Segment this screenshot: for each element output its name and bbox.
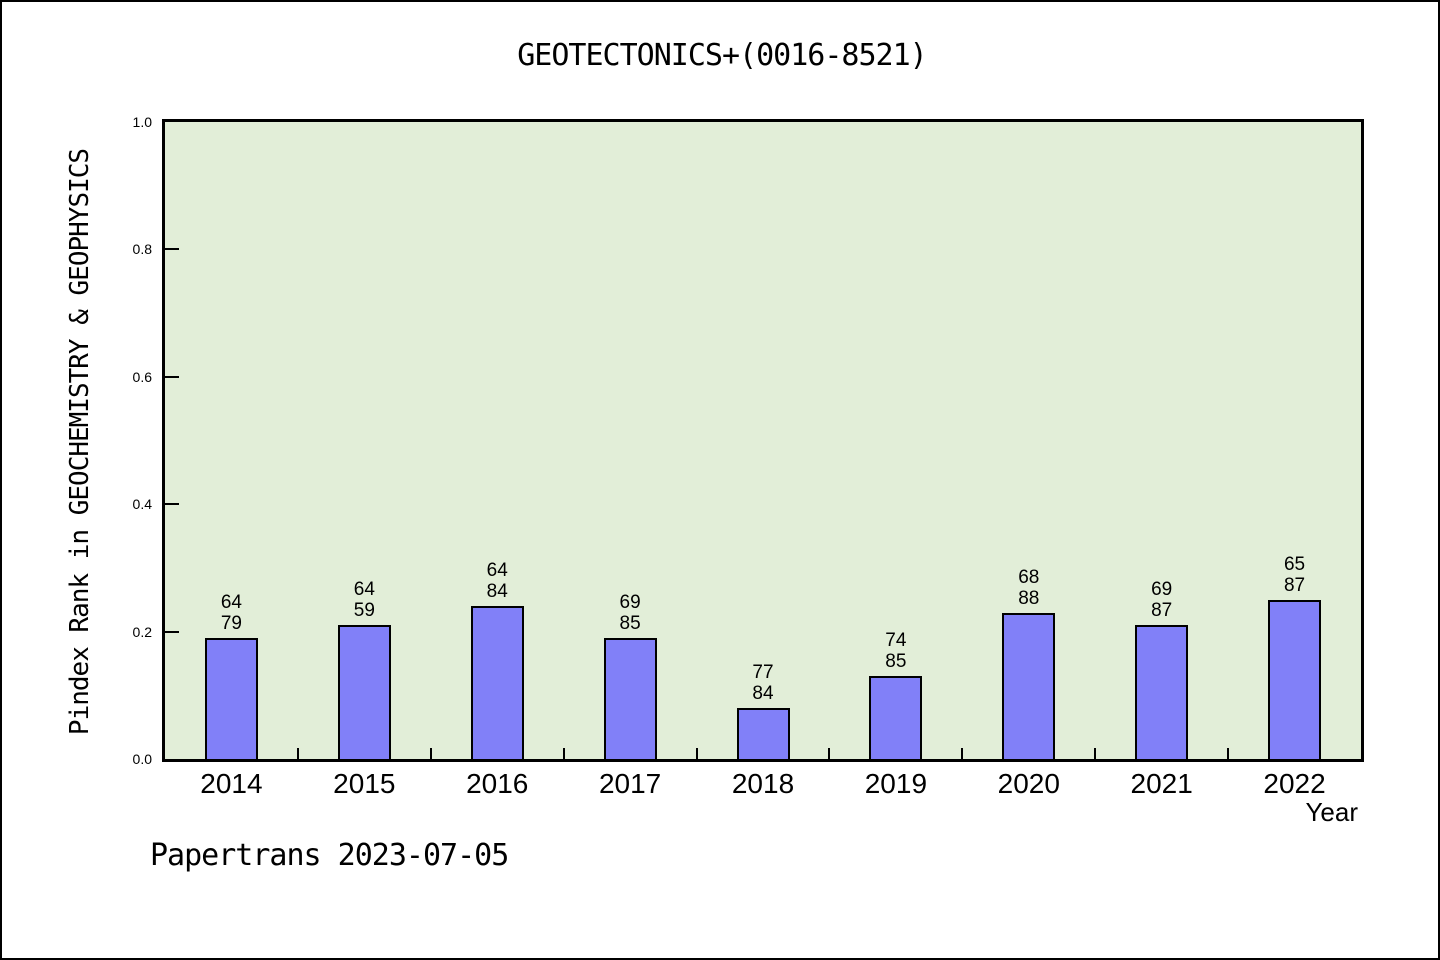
x-category-label-2015: 2015: [333, 768, 396, 799]
bar-value-label-2019: 74 85: [885, 630, 907, 673]
bar-2014: [204, 637, 258, 759]
bar-value-label-2014: 64 79: [220, 591, 243, 634]
bar-value-label-2020: 68 88: [1018, 566, 1040, 609]
x-axis-tick: [296, 748, 299, 759]
y-axis-tick: [165, 503, 179, 506]
y-tick-label: 0.6: [132, 368, 152, 385]
x-category-label-2017: 2017: [598, 768, 662, 799]
bar-2020: [1002, 612, 1056, 759]
bar-value-label-2015: 64 59: [353, 579, 375, 622]
x-category-label-2022: 2022: [1263, 768, 1326, 799]
bar-2019: [869, 676, 923, 759]
bar-value-label-2016: 64 84: [486, 560, 508, 603]
x-axis-tick: [961, 748, 964, 759]
bar-value-label-2017: 69 85: [619, 591, 641, 634]
y-tick-label: 0.0: [132, 751, 152, 767]
x-category-label-2019: 2019: [864, 768, 928, 799]
bar-2021: [1135, 625, 1189, 759]
x-category-label-2020: 2020: [997, 768, 1060, 799]
bar-2022: [1268, 599, 1322, 759]
y-tick-label: 1.0: [132, 114, 152, 130]
x-category-label-2016: 2016: [466, 768, 529, 799]
y-axis-tick: [165, 375, 179, 378]
footer-watermark: Papertrans 2023-07-05: [150, 838, 509, 873]
y-tick-label: 0.4: [132, 496, 152, 513]
x-axis-tick: [429, 748, 432, 759]
bar-2017: [603, 637, 657, 759]
bar-2018: [736, 708, 790, 759]
y-tick-label: 0.8: [132, 241, 152, 258]
x-axis-tick: [828, 748, 831, 759]
bar-value-label-2018: 77 84: [752, 662, 774, 705]
bar-value-label-2021: 69 87: [1151, 579, 1173, 622]
x-axis-tick: [695, 748, 698, 759]
chart-title: GEOTECTONICS+(0016-8521): [517, 38, 927, 73]
x-axis-tick: [1094, 748, 1097, 759]
x-category-label-2014: 2014: [200, 768, 263, 799]
plot-area: 64 79 64 59 64 84 69 85 77 84 74 85 68 88 69 87…: [162, 119, 1364, 762]
x-category-label-2018: 2018: [731, 768, 795, 799]
y-axis-title: Pindex Rank in GEOCHEMISTRY & GEOPHYSICS: [65, 148, 95, 736]
bar-value-label-2022: 65 87: [1283, 553, 1306, 596]
bar-2016: [470, 606, 524, 759]
x-category-label-2021: 2021: [1130, 768, 1193, 799]
x-axis-title: Year: [1305, 797, 1358, 827]
x-axis-tick: [1227, 748, 1230, 759]
y-tick-label: 0.2: [132, 623, 152, 640]
y-axis-tick: [165, 630, 179, 633]
x-axis-tick: [562, 748, 565, 759]
y-axis-tick: [165, 248, 179, 251]
bar-2015: [337, 625, 391, 759]
